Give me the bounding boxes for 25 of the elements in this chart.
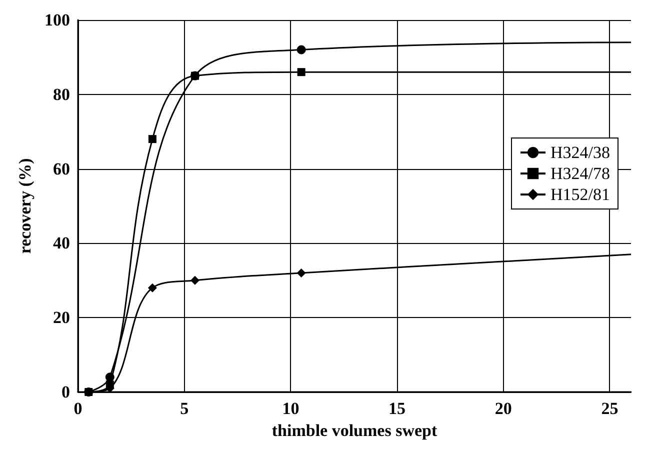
y-tick-label: 100 (44, 10, 70, 30)
y-tick-label: 0 (62, 382, 70, 402)
legend-label: H152/81 (550, 185, 610, 204)
legend-label: H324/38 (550, 143, 610, 162)
point (105, 372, 114, 382)
y-tick-label: 60 (53, 159, 70, 178)
x-tick-label: 5 (180, 399, 189, 418)
point (296, 268, 306, 278)
x-tick-label: 15 (388, 399, 406, 418)
x-tick-label: 20 (494, 399, 512, 418)
x-tick-label: 10 (282, 399, 300, 418)
y-tick-label: 20 (53, 308, 70, 328)
point (190, 276, 200, 285)
point (148, 135, 156, 144)
x-tick-label: 0 (74, 399, 82, 418)
y-tick-label: 80 (53, 84, 70, 104)
point (297, 68, 306, 76)
point (148, 283, 157, 292)
y-axis-title: recovery (%) (16, 158, 35, 254)
x-tick-label: 25 (601, 399, 618, 418)
legend-label: H324/78 (550, 164, 610, 183)
point (190, 72, 199, 80)
x-axis-title: thimble volumes swept (272, 420, 438, 440)
y-tick-label: 40 (53, 234, 70, 253)
point (296, 45, 306, 54)
